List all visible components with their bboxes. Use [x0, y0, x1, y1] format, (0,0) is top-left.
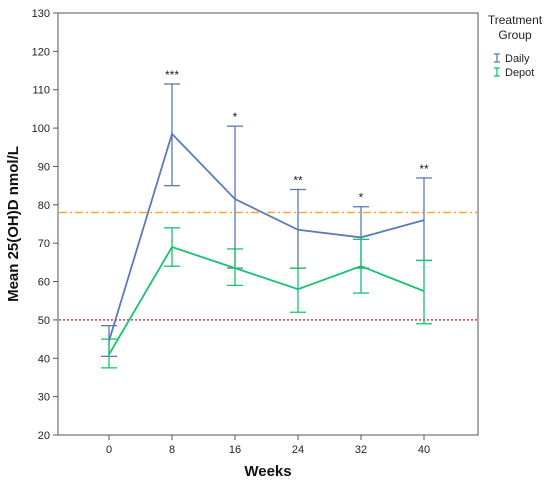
- y-tick-label: 60: [38, 277, 50, 289]
- y-tick-label: 120: [32, 46, 50, 58]
- series-layer: [101, 83, 432, 369]
- y-tick-label: 40: [38, 353, 50, 365]
- y-tick-label: 80: [38, 200, 50, 212]
- legend-label-depot: Depot: [505, 67, 534, 79]
- x-axis: 0 8 16 24 32 40: [106, 435, 430, 456]
- significance-marker: ***: [165, 68, 179, 82]
- significance-marker: **: [419, 162, 429, 176]
- significance-marker: *: [359, 191, 364, 205]
- x-tick-label: 0: [106, 444, 112, 456]
- legend: Treatment Group Daily Depot: [488, 13, 543, 79]
- significance-markers: *********: [165, 68, 429, 205]
- y-tick-label: 100: [32, 123, 50, 135]
- x-tick-label: 8: [169, 444, 175, 456]
- legend-title-line-1: Treatment: [488, 13, 543, 27]
- legend-label-daily: Daily: [505, 53, 530, 65]
- series-daily: [101, 83, 432, 358]
- y-tick-label: 130: [32, 8, 50, 20]
- significance-marker: *: [233, 110, 238, 124]
- y-axis: 20 30 40 50 60 70 80 90 100 110 120 130: [32, 8, 58, 442]
- y-tick-label: 110: [32, 85, 50, 97]
- y-tick-label: 50: [38, 315, 50, 327]
- y-axis-title: Mean 25(OH)D nmol/L: [5, 146, 22, 302]
- series-line: [108, 132, 425, 342]
- y-tick-label: 20: [38, 430, 50, 442]
- reference-lines: [59, 211, 477, 321]
- significance-marker: **: [293, 173, 303, 187]
- x-tick-label: 32: [355, 444, 367, 456]
- x-axis-title: Weeks: [244, 463, 291, 480]
- y-tick-label: 30: [38, 392, 50, 404]
- x-tick-label: 40: [418, 444, 430, 456]
- x-tick-label: 16: [229, 444, 241, 456]
- plot-frame: [57, 12, 479, 436]
- series-line: [108, 245, 425, 355]
- y-tick-label: 70: [38, 238, 50, 250]
- x-tick-label: 24: [292, 444, 304, 456]
- y-tick-label: 90: [38, 161, 50, 173]
- series-depot: [101, 227, 432, 369]
- legend-title-line-2: Group: [498, 28, 532, 42]
